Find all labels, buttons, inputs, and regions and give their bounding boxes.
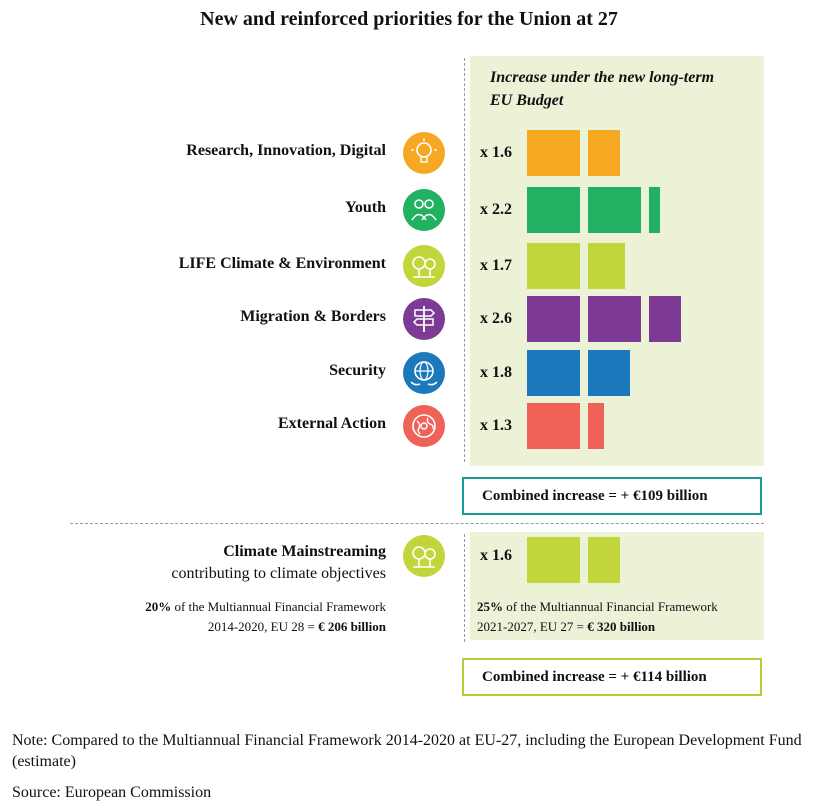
climate-sublabel: contributing to climate objectives <box>171 565 386 582</box>
bar-security-segment <box>588 350 631 396</box>
bar-research-innovation-digital-segment <box>588 130 620 176</box>
signpost-icon <box>403 298 445 340</box>
bar-life-climate-environment-segment <box>527 243 580 289</box>
value-header: Increase under the new long-term EU Budg… <box>490 69 715 109</box>
mff-2014-amount: € 206 billion <box>318 619 386 634</box>
chart-title: New and reinforced priorities for the Un… <box>200 8 618 30</box>
category-label-migration-borders: Migration & Borders <box>240 308 386 325</box>
multiplier-label-security: x 1.8 <box>480 364 512 381</box>
source-text: Source: European Commission <box>12 784 212 801</box>
trees-icon <box>403 245 445 287</box>
bar-youth-segment <box>649 187 660 233</box>
bar-security-segment <box>527 350 580 396</box>
multiplier-label-migration-borders: x 2.6 <box>480 310 512 327</box>
bar-climate-mainstreaming-segment <box>588 537 620 583</box>
category-label-security: Security <box>329 362 386 379</box>
combined-increase-box-climate: Combined increase = + €114 billion <box>462 658 762 696</box>
mff-2021-text: 25% of the Multiannual Financial Framewo… <box>477 597 718 637</box>
vertical-divider-bottom <box>464 534 465 642</box>
combined-increase-box: Combined increase = + €109 billion <box>462 477 762 515</box>
bar-migration-borders-segment <box>649 296 681 342</box>
bar-external-action-segment <box>588 403 604 449</box>
trees-icon <box>403 535 445 577</box>
multiplier-label-life-climate-environment: x 1.7 <box>480 257 512 274</box>
globe-icon <box>403 405 445 447</box>
mff-2014-line1: of the Multiannual Financial Framework <box>171 599 386 614</box>
category-label-external-action: External Action <box>278 415 386 432</box>
vertical-divider <box>464 58 465 462</box>
mff-2014-text: 20% of the Multiannual Financial Framewo… <box>145 597 386 637</box>
multiplier-label-youth: x 2.2 <box>480 201 512 218</box>
mff-2021-line1: of the Multiannual Financial Framework <box>503 599 718 614</box>
horizontal-divider <box>70 523 764 524</box>
multiplier-label-external-action: x 1.3 <box>480 417 512 434</box>
mff-2021-amount: € 320 billion <box>587 619 656 634</box>
mff-2014-pct: 20% <box>145 599 172 614</box>
lightbulb-icon <box>403 132 445 174</box>
category-label-youth: Youth <box>345 199 386 216</box>
category-label-life-climate-environment: LIFE Climate & Environment <box>178 255 386 272</box>
climate-multiplier: x 1.6 <box>480 547 512 564</box>
globe-hands-icon <box>403 352 445 394</box>
footnote: Note: Compared to the Multiannual Financ… <box>12 732 802 770</box>
category-label-research-innovation-digital: Research, Innovation, Digital <box>186 142 386 159</box>
people-icon <box>403 189 445 231</box>
bar-research-innovation-digital-segment <box>527 130 580 176</box>
bar-youth-segment <box>527 187 580 233</box>
mff-2021-line2: 2021-2027, EU 27 = <box>477 619 588 634</box>
bar-life-climate-environment-segment <box>588 243 626 289</box>
bar-youth-segment <box>588 187 641 233</box>
climate-label: Climate Mainstreaming <box>223 543 386 560</box>
bar-external-action-segment <box>527 403 580 449</box>
mff-2021-pct: 25% <box>477 599 503 614</box>
mff-2014-line2: 2014-2020, EU 28 = <box>207 619 319 634</box>
multiplier-label-research-innovation-digital: x 1.6 <box>480 144 512 161</box>
bar-migration-borders-segment <box>588 296 641 342</box>
bar-climate-mainstreaming-segment <box>527 537 580 583</box>
bar-migration-borders-segment <box>527 296 580 342</box>
